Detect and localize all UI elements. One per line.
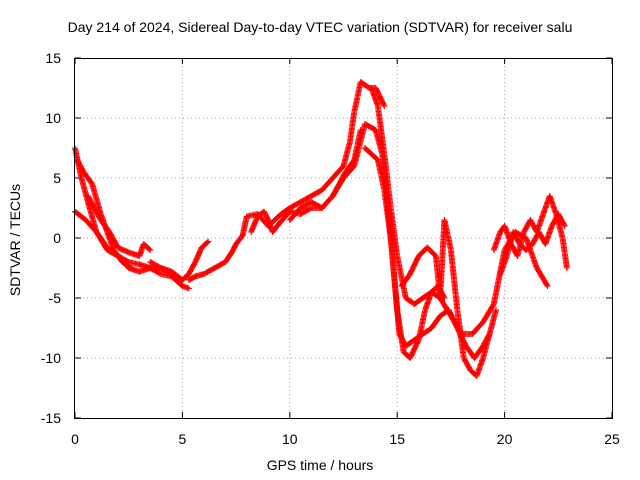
series-trace-e (147, 238, 212, 283)
data-point (561, 223, 568, 229)
data-point (563, 265, 570, 271)
data-point (544, 283, 551, 289)
series-trace-m (497, 211, 568, 277)
x-axis-label: GPS time / hours (266, 457, 374, 473)
series-trace-h (286, 121, 448, 361)
series-trace-l (490, 193, 570, 271)
axis-ticks (74, 57, 613, 419)
y-tick-label: -5 (49, 290, 62, 306)
axis-tick-labels: 0 5 10 15 20 25 -15 -10 -5 0 5 10 15 (41, 50, 620, 447)
y-tick-label: 0 (53, 230, 61, 246)
data-point (490, 302, 497, 309)
series-trace-k (398, 217, 500, 379)
series-trace-g (248, 127, 364, 235)
data-point (146, 246, 153, 253)
grid-lines (75, 58, 612, 418)
series-trace-f (185, 79, 388, 283)
data-point (493, 307, 500, 313)
y-tick-label: 10 (45, 110, 61, 126)
series-trace-c (74, 157, 134, 271)
data-point (380, 101, 387, 108)
x-tick-label: 15 (389, 431, 405, 447)
x-tick-label: 10 (282, 431, 298, 447)
plot-frame (74, 58, 613, 419)
data-point (185, 285, 192, 292)
data-point (147, 247, 154, 253)
data-point (543, 281, 550, 288)
chart-title: Day 214 of 2024, Sidereal Day-to-day VTE… (67, 19, 573, 35)
data-point (205, 238, 212, 245)
series-trace-d (84, 193, 154, 259)
data-point (381, 103, 388, 109)
data-points (72, 79, 570, 379)
y-axis-label: SDTVAR / TECUs (7, 183, 23, 297)
data-point (204, 239, 211, 246)
data-point (126, 264, 133, 271)
x-tick-label: 0 (71, 431, 79, 447)
x-tick-label: 25 (604, 431, 620, 447)
y-tick-label: 5 (53, 170, 61, 186)
y-tick-label: 15 (45, 50, 61, 66)
y-tick-label: -15 (41, 410, 61, 426)
x-tick-label: 5 (179, 431, 187, 447)
x-tick-label: 20 (497, 431, 513, 447)
data-point (561, 221, 568, 228)
data-point (127, 265, 134, 271)
y-tick-label: -10 (41, 350, 61, 366)
series-trace-i (361, 145, 493, 361)
